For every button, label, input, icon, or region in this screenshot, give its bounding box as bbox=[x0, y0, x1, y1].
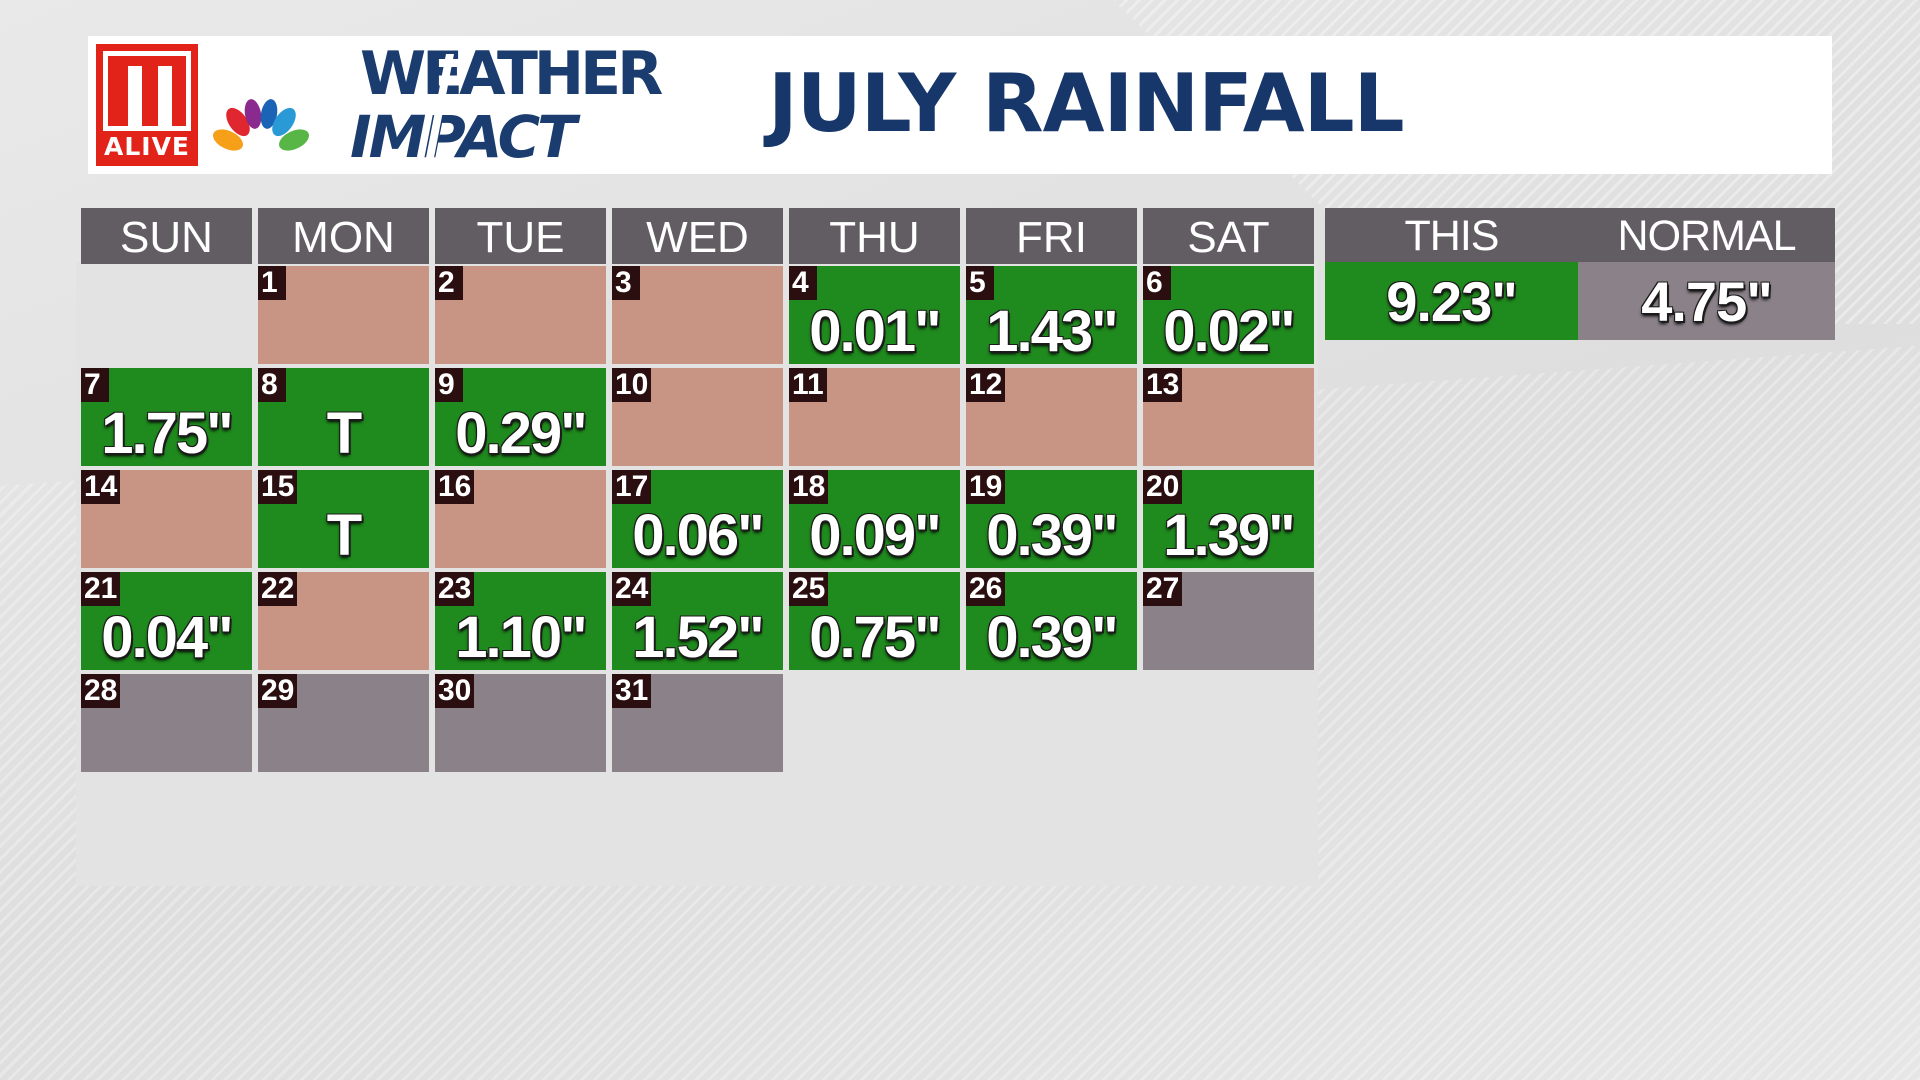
weekday-header-fri: FRI bbox=[966, 208, 1137, 264]
day-cell-25: 25 0.75" bbox=[789, 572, 960, 670]
day-cell-16: 16 bbox=[435, 470, 606, 568]
day-number: 26 bbox=[966, 572, 1006, 606]
day-cell-22: 22 bbox=[258, 572, 429, 670]
lightning-slash-icon bbox=[424, 54, 454, 168]
day-cell-6: 6 0.02" bbox=[1143, 266, 1314, 364]
day-cell-7: 7 1.75" bbox=[81, 368, 252, 466]
day-number: 21 bbox=[81, 572, 121, 606]
rainfall-amount: T bbox=[326, 406, 362, 462]
day-number: 3 bbox=[612, 266, 640, 300]
header-bar: ALIVE WEATHER IMPACT JULY RAINFALL bbox=[88, 36, 1832, 174]
rainfall-amount: 0.04" bbox=[101, 610, 233, 666]
day-number: 7 bbox=[81, 368, 109, 402]
rainfall-amount: 1.43" bbox=[986, 304, 1118, 360]
day-cell-15: 15 T bbox=[258, 470, 429, 568]
rainfall-amount: 0.39" bbox=[986, 610, 1118, 666]
day-number: 22 bbox=[258, 572, 298, 606]
weekday-header-sat: SAT bbox=[1143, 208, 1314, 264]
rainfall-amount: 0.75" bbox=[809, 610, 941, 666]
day-number: 10 bbox=[612, 368, 652, 402]
day-number: 8 bbox=[258, 368, 286, 402]
day-cell-26: 26 0.39" bbox=[966, 572, 1137, 670]
day-number: 23 bbox=[435, 572, 475, 606]
rainfall-amount: 0.09" bbox=[809, 508, 941, 564]
day-cell-29: 29 bbox=[258, 674, 429, 772]
weekday-header-thu: THU bbox=[789, 208, 960, 264]
day-number: 15 bbox=[258, 470, 298, 504]
normal-value: 4.75" bbox=[1578, 262, 1835, 340]
rainfall-amount: 0.29" bbox=[455, 406, 587, 462]
day-number: 31 bbox=[612, 674, 652, 708]
station-logo: ALIVE bbox=[96, 44, 198, 166]
day-cell-19: 19 0.39" bbox=[966, 470, 1137, 568]
day-number: 20 bbox=[1143, 470, 1183, 504]
page-title: JULY RAINFALL bbox=[768, 57, 1405, 150]
this-month-label: THIS MONTH bbox=[1325, 208, 1578, 316]
day-number: 5 bbox=[966, 266, 994, 300]
day-number: 30 bbox=[435, 674, 475, 708]
day-cell-27: 27 bbox=[1143, 572, 1314, 670]
day-cell-18: 18 0.09" bbox=[789, 470, 960, 568]
rainfall-amount: 1.39" bbox=[1163, 508, 1295, 564]
day-number: 24 bbox=[612, 572, 652, 606]
normal-label: NORMAL bbox=[1578, 208, 1835, 262]
day-cell-20: 20 1.39" bbox=[1143, 470, 1314, 568]
logo-text: ALIVE bbox=[103, 132, 190, 161]
day-number: 17 bbox=[612, 470, 652, 504]
rainfall-amount: 1.75" bbox=[101, 406, 233, 462]
day-number: 14 bbox=[81, 470, 121, 504]
day-cell-14: 14 bbox=[81, 470, 252, 568]
brand-impact: IMPACT bbox=[350, 103, 577, 171]
rainfall-amount: 0.06" bbox=[632, 508, 764, 564]
day-cell-9: 9 0.29" bbox=[435, 368, 606, 466]
rainfall-amount: 0.39" bbox=[986, 508, 1118, 564]
day-cell-4: 4 0.01" bbox=[789, 266, 960, 364]
rainfall-amount: 0.02" bbox=[1163, 304, 1295, 360]
this-month-value: 9.23" bbox=[1325, 262, 1578, 340]
eleven-logo-icon bbox=[103, 51, 191, 131]
day-cell-12: 12 bbox=[966, 368, 1137, 466]
brand-weather: WEATHER bbox=[360, 39, 663, 109]
rainfall-amount: T bbox=[326, 508, 362, 564]
day-number: 27 bbox=[1143, 572, 1183, 606]
day-cell-13: 13 bbox=[1143, 368, 1314, 466]
day-number: 18 bbox=[789, 470, 829, 504]
day-cell-24: 24 1.52" bbox=[612, 572, 783, 670]
day-cell-5: 5 1.43" bbox=[966, 266, 1137, 364]
day-number: 13 bbox=[1143, 368, 1183, 402]
day-cell-21: 21 0.04" bbox=[81, 572, 252, 670]
day-number: 29 bbox=[258, 674, 298, 708]
day-number: 6 bbox=[1143, 266, 1171, 300]
day-number: 1 bbox=[258, 266, 286, 300]
weekday-header-tue: TUE bbox=[435, 208, 606, 264]
peacock-icon bbox=[213, 99, 309, 164]
weekday-header-sun: SUN bbox=[81, 208, 252, 264]
day-cell-30: 30 bbox=[435, 674, 606, 772]
day-cell-31: 31 bbox=[612, 674, 783, 772]
day-cell-10: 10 bbox=[612, 368, 783, 466]
day-number: 2 bbox=[435, 266, 463, 300]
rainfall-amount: 1.52" bbox=[632, 610, 764, 666]
day-number: 28 bbox=[81, 674, 121, 708]
day-cell-11: 11 bbox=[789, 368, 960, 466]
day-cell-23: 23 1.10" bbox=[435, 572, 606, 670]
day-number: 25 bbox=[789, 572, 829, 606]
rainfall-amount: 1.10" bbox=[455, 610, 587, 666]
rainfall-amount: 0.01" bbox=[809, 304, 941, 360]
day-number: 12 bbox=[966, 368, 1006, 402]
day-number: 16 bbox=[435, 470, 475, 504]
day-cell-28: 28 bbox=[81, 674, 252, 772]
day-number: 4 bbox=[789, 266, 817, 300]
weekday-header-mon: MON bbox=[258, 208, 429, 264]
day-cell-3: 3 bbox=[612, 266, 783, 364]
day-cell-2: 2 bbox=[435, 266, 606, 364]
day-cell-17: 17 0.06" bbox=[612, 470, 783, 568]
weekday-header-wed: WED bbox=[612, 208, 783, 264]
day-number: 11 bbox=[789, 368, 827, 402]
day-number: 9 bbox=[435, 368, 463, 402]
day-number: 19 bbox=[966, 470, 1006, 504]
day-cell-1: 1 bbox=[258, 266, 429, 364]
